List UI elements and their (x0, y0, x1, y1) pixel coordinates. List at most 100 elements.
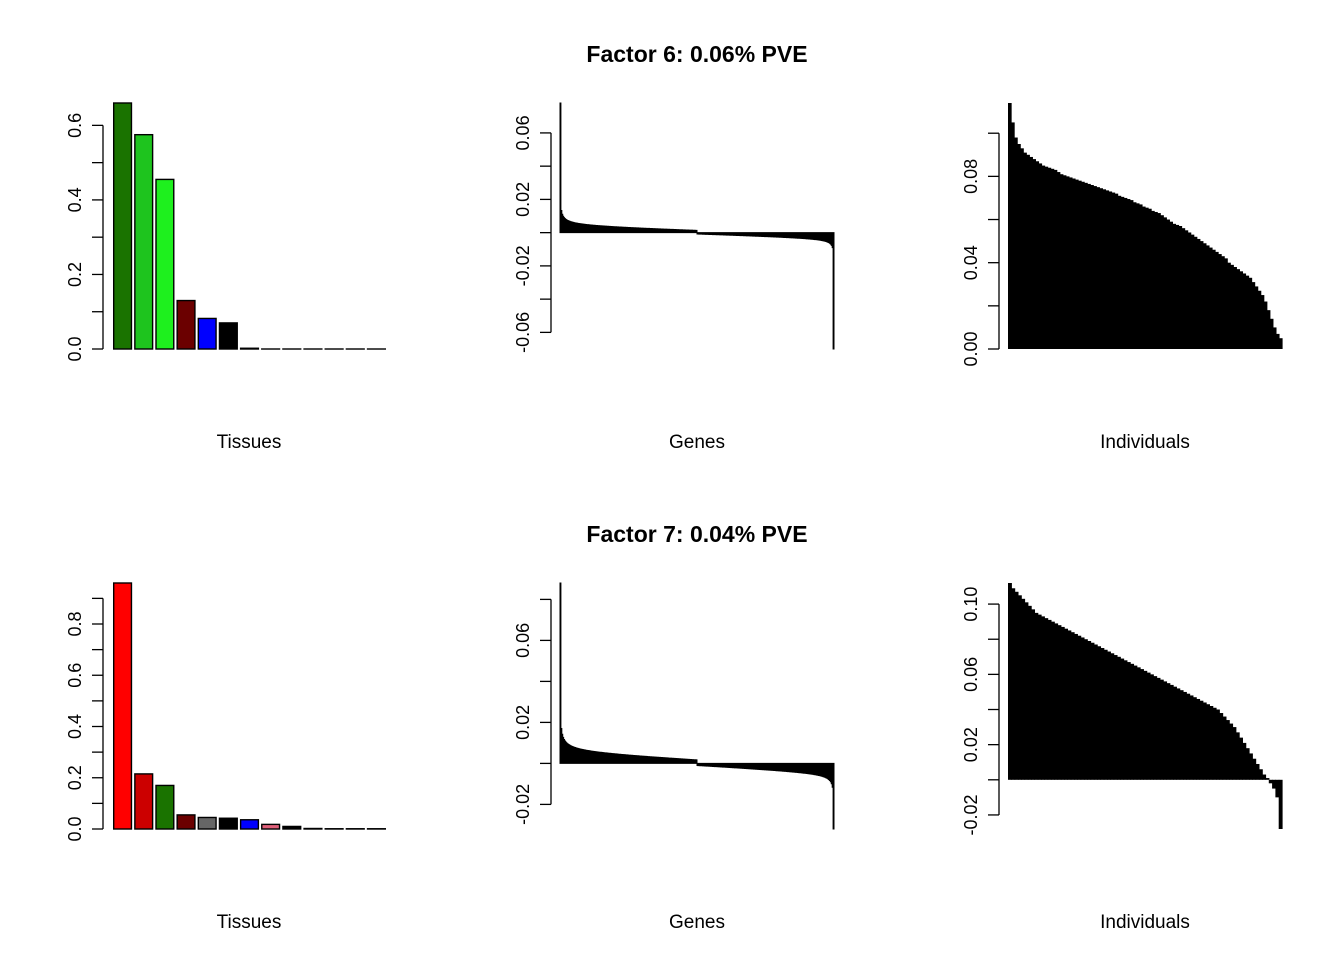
f7-tissue-bar (176, 814, 196, 830)
f6-individuals-x-label: Individuals (1100, 432, 1190, 453)
f7-tissue-bar (218, 817, 238, 830)
f6-individual-bar (1141, 206, 1146, 349)
f7-genes-y-tick-label: -0.02 (513, 784, 533, 825)
f7-individual-bar (1272, 779, 1276, 789)
f6-individual-bar (1218, 254, 1222, 349)
f7-individual-bar (1245, 748, 1250, 780)
f7-individual-bar (1037, 614, 1042, 780)
f6-tissue-bar (239, 347, 260, 350)
f6-individual-bar (1169, 221, 1173, 349)
f7-individual-bar (1196, 698, 1201, 780)
f7-individual-bar (1278, 779, 1283, 829)
f6-individual-bar (1074, 179, 1079, 349)
f7-individual-bar (1027, 605, 1032, 780)
f7-gene-loadings (559, 582, 835, 830)
f7-tissue-bar (134, 773, 154, 830)
f7-individuals-y-tick-label: 0.02 (961, 727, 981, 762)
factor-6-title: Factor 6: 0.06% PVE (586, 41, 807, 67)
f7-individual-bar (1057, 625, 1062, 780)
f6-individual-bar (1032, 159, 1036, 349)
f6-individual-bar (1035, 161, 1040, 349)
f6-individual-bar (1239, 271, 1244, 349)
f7-individual-bar (1090, 642, 1095, 780)
f7-individual-bar (1044, 618, 1049, 780)
f7-individual-bar (1113, 655, 1118, 780)
f6-individual-bar (1102, 189, 1107, 349)
f7-individual-bar (1149, 674, 1154, 780)
f7-individual-bar (1229, 723, 1234, 780)
f6-individual-bar (1023, 152, 1027, 349)
f6-individual-bar (1068, 177, 1073, 349)
factor-7-title: Factor 7: 0.04% PVE (586, 521, 807, 547)
f7-individual-bar (1163, 681, 1168, 780)
f6-individual-bar (1251, 282, 1256, 349)
f6-individual-bar (1008, 103, 1012, 349)
f7-individual-bar (1258, 769, 1263, 780)
f7-individual-bar (1248, 753, 1253, 780)
f7-individual-bar (1252, 758, 1257, 780)
f7-individual-bar (1166, 683, 1171, 780)
f6-individual-bar (1184, 230, 1189, 349)
f6-individual-bar (1059, 174, 1064, 349)
f7-individual-bar (1133, 665, 1138, 780)
f6-individual-bar (1078, 180, 1082, 349)
f7-individual-bar (1100, 648, 1105, 780)
f7-individual-bar (1156, 677, 1161, 780)
f7-individual-bar (1011, 588, 1016, 780)
f7-individual-bar (1265, 778, 1270, 780)
f7-individual-bar (1143, 670, 1148, 780)
f7-individual-bar (1222, 716, 1227, 780)
f6-individual-bar (1099, 188, 1103, 349)
f6-individual-bar (1181, 228, 1186, 349)
f6-tissues-y-tick-label: 0.0 (65, 336, 85, 361)
f7-genes-x-label: Genes (669, 912, 725, 933)
f6-individual-bar (1199, 241, 1204, 349)
f6-individual-bar (1135, 203, 1140, 349)
f7-individual-bar (1173, 686, 1177, 780)
f6-individual-bar (1041, 165, 1046, 349)
f7-tissues-y-tick-label: 0.4 (65, 714, 85, 739)
f6-individual-bar (1245, 275, 1250, 349)
f7-individual-bar (1242, 742, 1247, 780)
f7-individual-bar (1107, 651, 1111, 780)
f6-individual-bar (1126, 199, 1131, 349)
f7-tissue-bar (155, 784, 175, 830)
f7-tissues-y-tick-label: 0.8 (65, 611, 85, 636)
f6-individual-bar (1242, 273, 1247, 349)
f6-individual-bar (1275, 333, 1280, 349)
f7-individuals-y-tick-label: -0.02 (961, 794, 981, 835)
f7-genes-y-tick-label: 0.06 (513, 623, 533, 658)
f7-tissue-bar (112, 582, 133, 830)
f6-genes-y-tick-label: 0.06 (513, 115, 533, 150)
f7-individual-bar (1054, 623, 1059, 780)
f7-individual-bar (1268, 779, 1273, 784)
f6-individual-bar (1014, 137, 1018, 349)
f6-individual-bar (1160, 215, 1164, 349)
f6-genes-y-tick-label: -0.02 (513, 245, 533, 286)
f6-individual-bar (1263, 301, 1268, 349)
f6-individual-bar (1154, 211, 1158, 349)
f7-individual-bar (1050, 621, 1055, 780)
f6-individual-bar (1224, 258, 1228, 349)
f6-individual-bar (1111, 192, 1116, 349)
f7-individual-bar (1136, 667, 1141, 780)
f6-individual-bar (1050, 168, 1055, 349)
f7-individual-bar (1014, 591, 1019, 780)
f7-individual-bar (1031, 609, 1036, 780)
f6-individual-bar (1272, 327, 1277, 349)
f7-individual-bar (1047, 619, 1052, 780)
f6-gene-loadings (559, 102, 835, 350)
f7-individual-bar (1097, 646, 1102, 780)
f7-individual-bar (1126, 662, 1131, 780)
f6-individual-bar (1211, 249, 1216, 349)
f6-individuals-y-tick-label: 0.00 (961, 331, 981, 366)
f7-individual-bar (1080, 637, 1085, 780)
f7-individual-bar (1064, 628, 1069, 780)
f7-individual-bar (1262, 774, 1267, 780)
f6-individual-bar (1026, 154, 1030, 349)
f7-individual-bar (1060, 626, 1065, 780)
f6-individual-bar (1166, 219, 1170, 349)
f7-individual-bar (1093, 644, 1098, 780)
f6-individual-bar (1254, 286, 1259, 349)
